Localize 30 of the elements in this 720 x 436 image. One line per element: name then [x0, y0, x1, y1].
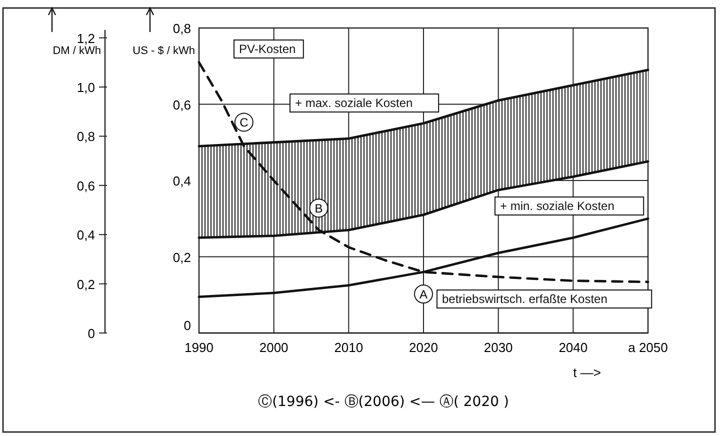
series-label: + max. soziale Kosten — [295, 96, 413, 110]
x-tick-label: 2030 — [484, 340, 513, 355]
y2-tick-label: 0,2 — [76, 276, 95, 292]
annotation: C — [240, 116, 249, 130]
x-tick-label: 1990 — [184, 340, 214, 355]
x-tick-label: a 2050 — [628, 340, 668, 355]
x-tick-label: 2020 — [409, 340, 438, 355]
y2-tick-label: 0 — [88, 326, 95, 341]
x-tick-label: 2010 — [334, 340, 364, 355]
y-tick-label: 0,4 — [172, 174, 191, 188]
text: PV-Kosten — [239, 42, 296, 56]
y2-axis-title: DM / kWh — [52, 45, 101, 57]
y-tick-label: 0,2 — [172, 250, 191, 265]
y-tick-label: 0,8 — [172, 21, 191, 36]
y-tick-label: 0 — [184, 318, 191, 333]
series-label: + min. soziale Kosten — [500, 199, 614, 213]
y2-tick-label: 0,6 — [76, 178, 95, 194]
y2-tick-label: 0,8 — [76, 129, 95, 144]
y2-tick-label: 0,4 — [76, 228, 95, 243]
y-axis-title: US - $ / kWh — [132, 45, 195, 57]
x-axis-title: t —> — [573, 365, 601, 380]
annotation: A — [419, 288, 428, 302]
x-tick-label: 2040 — [558, 340, 588, 355]
y2-tick-label: 1,0 — [76, 80, 95, 96]
x-tick-label: 2000 — [259, 340, 288, 355]
annotation: B — [314, 202, 323, 216]
legend-label: betriebswirtsch. erfaßte Kosten — [442, 292, 608, 306]
y2-tick-label: 1,2 — [76, 30, 95, 46]
y-tick-label: 0,6 — [172, 97, 191, 112]
text: Ⓒ(1996) <- Ⓑ(2006) <— Ⓐ( 2020 ) — [258, 394, 509, 410]
